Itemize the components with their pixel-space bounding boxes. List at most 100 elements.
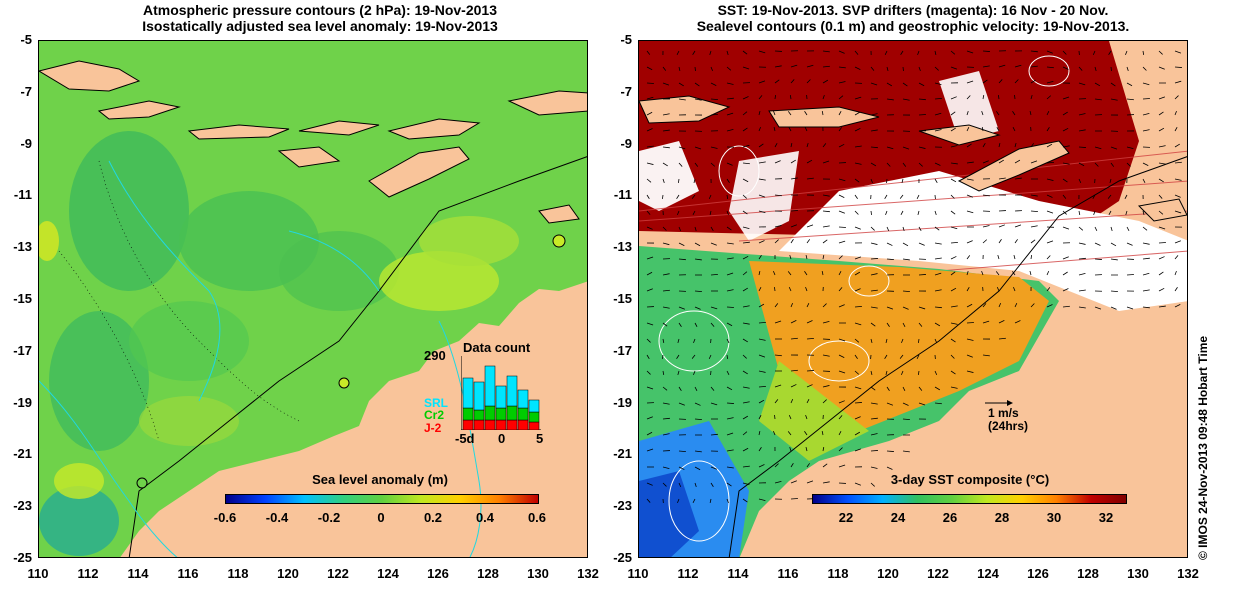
x-tick-label: 128 bbox=[1077, 566, 1099, 581]
velocity-arrow bbox=[981, 110, 984, 116]
velocity-arrow bbox=[662, 162, 668, 167]
velocity-arrow bbox=[806, 398, 810, 404]
sst-map bbox=[639, 41, 1187, 557]
velocity-arrow bbox=[902, 450, 910, 453]
velocity-arrow bbox=[1012, 271, 1016, 276]
velocity-arrow bbox=[742, 401, 750, 404]
velocity-arrow bbox=[997, 254, 1000, 260]
velocity-arrow bbox=[854, 210, 859, 215]
velocity-arrow bbox=[646, 128, 653, 132]
velocity-arrow bbox=[998, 337, 1006, 340]
velocity-arrow bbox=[726, 242, 734, 245]
velocity-arrow bbox=[1062, 50, 1067, 55]
velocity-arrow bbox=[678, 402, 685, 406]
velocity-arrow bbox=[1046, 178, 1054, 181]
velocity-arrow bbox=[1094, 242, 1101, 246]
velocity-arrow bbox=[1046, 210, 1054, 214]
velocity-arrow bbox=[742, 241, 750, 244]
velocity-arrow bbox=[804, 126, 808, 132]
velocity-arrow bbox=[918, 306, 926, 310]
velocity-arrow bbox=[870, 466, 878, 469]
left-colorbar-tick: 0.6 bbox=[527, 510, 547, 525]
velocity-arrow bbox=[934, 402, 942, 405]
y-tick-label: -23 bbox=[613, 498, 632, 514]
velocity-arrow bbox=[709, 210, 712, 216]
velocity-arrow bbox=[886, 386, 890, 391]
x-tick-label: 124 bbox=[977, 566, 999, 581]
velocity-arrow bbox=[998, 320, 1005, 324]
velocity-arrow bbox=[662, 113, 670, 116]
velocity-arrow bbox=[726, 272, 734, 276]
velocity-arrow bbox=[726, 210, 729, 216]
velocity-arrow bbox=[901, 370, 904, 376]
velocity-arrow bbox=[900, 50, 904, 55]
velocity-arrow bbox=[886, 66, 889, 72]
velocity-arrow bbox=[693, 338, 696, 344]
velocity-arrow bbox=[950, 305, 958, 308]
velocity-arrow bbox=[1174, 110, 1177, 116]
velocity-arrow bbox=[804, 431, 808, 436]
velocity-arrow bbox=[678, 306, 685, 310]
velocity-arrow bbox=[884, 354, 888, 359]
velocity-arrow bbox=[950, 194, 955, 199]
data-count-bar-segment bbox=[517, 407, 529, 421]
velocity-arrow bbox=[854, 402, 862, 404]
velocity-arrow bbox=[758, 430, 761, 436]
velocity-arrow bbox=[934, 338, 938, 344]
velocity-arrow bbox=[870, 273, 878, 276]
velocity-arrow bbox=[677, 338, 680, 344]
velocity-arrow bbox=[1030, 79, 1036, 84]
velocity-arrow bbox=[854, 96, 862, 100]
velocity-arrow bbox=[774, 225, 782, 228]
velocity-arrow bbox=[950, 287, 957, 292]
velocity-arrow bbox=[1062, 66, 1069, 70]
velocity-arrow bbox=[1046, 287, 1051, 292]
velocity-arrow bbox=[726, 194, 729, 200]
velocity-arrow bbox=[854, 111, 861, 116]
velocity-arrow bbox=[742, 271, 748, 276]
velocity-arrow bbox=[742, 498, 748, 503]
velocity-arrow bbox=[788, 414, 792, 420]
velocity-arrow bbox=[662, 273, 670, 276]
velocity-arrow bbox=[854, 354, 858, 359]
y-tick-label: -15 bbox=[13, 291, 32, 306]
velocity-arrow bbox=[982, 143, 986, 148]
velocity-arrow bbox=[870, 178, 873, 184]
velocity-arrow bbox=[950, 271, 956, 276]
velocity-arrow bbox=[916, 194, 920, 200]
velocity-arrow bbox=[1062, 226, 1070, 230]
velocity-arrow bbox=[758, 399, 765, 404]
velocity-arrow bbox=[870, 210, 872, 216]
velocity-arrow bbox=[822, 254, 825, 260]
velocity-arrow bbox=[902, 258, 910, 261]
velocity-arrow bbox=[694, 290, 702, 293]
velocity-arrow bbox=[790, 224, 797, 228]
velocity-arrow bbox=[838, 354, 845, 358]
velocity-arrow bbox=[646, 386, 654, 390]
velocity-arrow bbox=[870, 338, 873, 344]
velocity-arrow bbox=[1092, 50, 1096, 56]
velocity-arrow bbox=[758, 80, 766, 84]
velocity-arrow bbox=[1093, 210, 1096, 216]
velocity-arrow bbox=[854, 145, 862, 148]
velocity-arrow bbox=[774, 160, 781, 164]
velocity-arrow bbox=[806, 463, 810, 468]
velocity-arrow bbox=[870, 322, 876, 327]
velocity-arrow bbox=[934, 257, 942, 260]
velocity-arrow bbox=[1142, 226, 1148, 231]
velocity-arrow bbox=[966, 110, 969, 116]
velocity-arrow bbox=[982, 160, 989, 164]
velocity-arrow bbox=[838, 430, 842, 436]
velocity-arrow bbox=[710, 162, 716, 167]
velocity-arrow bbox=[662, 370, 665, 376]
velocity-arrow bbox=[1158, 127, 1165, 132]
velocity-arrow bbox=[1174, 126, 1178, 132]
velocity-arrow bbox=[726, 338, 730, 344]
velocity-arrow bbox=[899, 194, 904, 199]
velocity-arrow bbox=[1110, 162, 1115, 167]
velocity-arrow bbox=[902, 242, 909, 247]
velocity-arrow bbox=[789, 254, 792, 260]
velocity-arrow bbox=[773, 110, 776, 116]
velocity-arrow bbox=[1110, 226, 1113, 232]
velocity-arrow bbox=[822, 481, 830, 484]
